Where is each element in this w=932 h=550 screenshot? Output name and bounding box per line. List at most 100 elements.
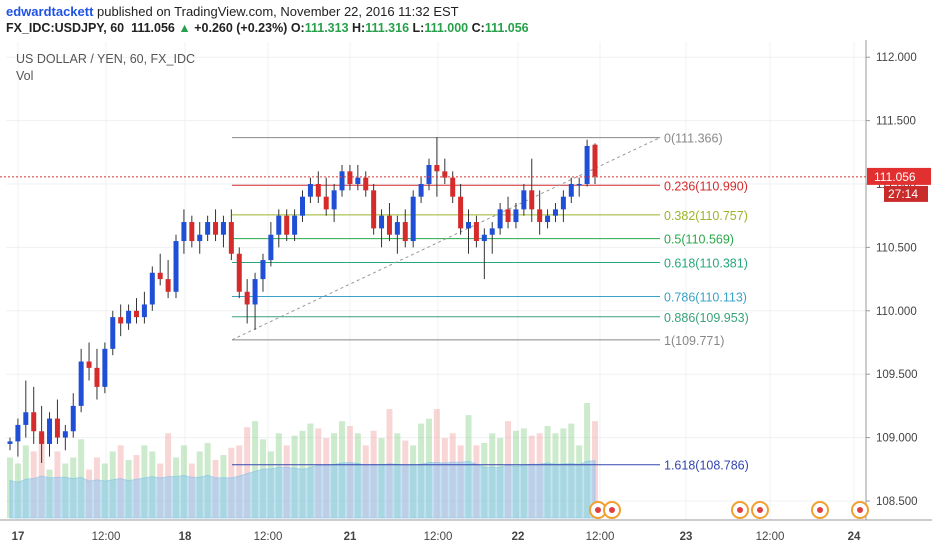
series-title: US DOLLAR / YEN, 60, FX_IDC bbox=[16, 52, 195, 66]
candle-down bbox=[133, 310, 139, 318]
candle-up bbox=[418, 184, 424, 197]
candle-down bbox=[450, 177, 456, 197]
candle-up bbox=[47, 418, 53, 444]
candle-up bbox=[560, 196, 566, 210]
candle-up bbox=[7, 441, 13, 444]
current-price-value: 111.056 bbox=[874, 170, 916, 184]
countdown-value: 27:14 bbox=[888, 187, 918, 201]
candle-down bbox=[244, 291, 250, 305]
candle-down bbox=[434, 164, 440, 172]
candle-up bbox=[102, 348, 108, 387]
candle-up bbox=[497, 209, 503, 229]
us-flag-icon-dot bbox=[595, 507, 601, 513]
candle-up bbox=[521, 190, 527, 210]
candle-up bbox=[276, 215, 282, 235]
x-tick-label: 12:00 bbox=[586, 531, 615, 543]
volume-label: Vol bbox=[16, 69, 34, 83]
candle-up bbox=[576, 184, 582, 186]
candle-up bbox=[410, 196, 416, 242]
open-value: 111.313 bbox=[304, 21, 349, 35]
us-flag-icon-dot bbox=[737, 507, 743, 513]
candle-up bbox=[141, 304, 147, 318]
x-tick-label: 21 bbox=[344, 531, 357, 543]
candle-down bbox=[537, 209, 543, 223]
candle-down bbox=[31, 412, 37, 432]
y-tick-label: 108.500 bbox=[876, 496, 918, 508]
candle-down bbox=[386, 215, 392, 235]
quote-line: FX_IDC:USDJPY, 60 111.056 ▲ +0.260 (+0.2… bbox=[6, 21, 529, 35]
fib-level-label: 0(111.366) bbox=[664, 132, 723, 146]
candle-down bbox=[592, 144, 598, 177]
x-tick-label: 22 bbox=[512, 531, 525, 543]
fib-level-label: 0.618(110.381) bbox=[664, 256, 748, 270]
fib-level-label: 1(109.771) bbox=[664, 334, 724, 348]
candle-down bbox=[315, 184, 321, 197]
candle-down bbox=[86, 361, 92, 368]
fib-level-label: 0.382(110.757) bbox=[664, 209, 748, 223]
candle-down bbox=[363, 177, 369, 191]
chart-header: edwardtackett published on TradingView.c… bbox=[0, 0, 932, 41]
current-price-tag bbox=[867, 167, 931, 185]
candle-up bbox=[568, 184, 574, 197]
x-tick-label: 23 bbox=[680, 531, 693, 543]
candle-down bbox=[165, 279, 171, 292]
author-link[interactable]: edwardtackett bbox=[6, 4, 94, 19]
candle-up bbox=[481, 234, 487, 242]
x-tick-label: 12:00 bbox=[756, 531, 785, 543]
change-value: +0.260 (+0.23%) bbox=[194, 21, 288, 35]
fib-level-label: 0.5(110.569) bbox=[664, 233, 734, 247]
candle-up bbox=[181, 222, 187, 242]
fib-trend-line bbox=[231, 137, 661, 341]
candle-up bbox=[552, 209, 558, 216]
volume-ma-area bbox=[9, 460, 596, 519]
candle-up bbox=[268, 234, 274, 261]
low-label: L: bbox=[412, 21, 425, 35]
y-tick-label: 110.000 bbox=[876, 306, 917, 318]
fib-level-label: 0.886(109.953) bbox=[664, 311, 749, 325]
candle-up bbox=[62, 431, 68, 438]
candle-up bbox=[23, 412, 29, 425]
close-value: 111.056 bbox=[484, 21, 529, 35]
candle-up bbox=[466, 222, 472, 229]
x-tick-label: 18 bbox=[179, 531, 192, 543]
change-arrow-icon: ▲ bbox=[178, 21, 191, 35]
candle-up bbox=[339, 171, 345, 191]
chart-legend: US DOLLAR / YEN, 60, FX_IDC Vol bbox=[16, 52, 195, 86]
symbol-label: FX_IDC:USDJPY, 60 bbox=[6, 21, 125, 35]
candle-up bbox=[307, 184, 313, 197]
candle-up bbox=[205, 222, 211, 235]
volume-bar bbox=[244, 427, 251, 518]
candle-down bbox=[94, 367, 100, 387]
y-tick-label: 109.500 bbox=[876, 369, 918, 381]
candle-up bbox=[513, 209, 519, 223]
y-tick-label: 111.500 bbox=[876, 116, 916, 128]
candle-up bbox=[252, 279, 258, 305]
candle-down bbox=[228, 222, 234, 254]
high-label: H: bbox=[352, 21, 366, 35]
high-value: 111.316 bbox=[365, 21, 410, 35]
candle-down bbox=[213, 222, 219, 235]
candle-up bbox=[394, 222, 400, 235]
volume-bar bbox=[252, 421, 259, 518]
calendar-event-icon-dot bbox=[857, 507, 863, 513]
fib-level-label: 0.236(110.990) bbox=[664, 179, 748, 193]
candle-up bbox=[126, 310, 132, 324]
candle-down bbox=[505, 209, 511, 223]
candle-up bbox=[379, 215, 385, 229]
candle-down bbox=[236, 253, 242, 292]
candle-up bbox=[260, 260, 266, 280]
candle-down bbox=[402, 222, 408, 242]
volume-bar bbox=[584, 403, 591, 518]
fib-level-label: 1.618(108.786) bbox=[664, 459, 749, 473]
x-tick-label: 12:00 bbox=[424, 531, 453, 543]
candle-up bbox=[78, 361, 84, 406]
close-label: C: bbox=[471, 21, 485, 35]
candle-up bbox=[426, 164, 432, 185]
candle-up bbox=[15, 424, 21, 442]
candle-down bbox=[54, 418, 60, 438]
x-tick-label: 12:00 bbox=[254, 531, 283, 543]
candle-down bbox=[371, 190, 377, 229]
publish-text: published on TradingView.com, November 2… bbox=[97, 4, 459, 19]
price-chart[interactable]: 112.000111.500111.000110.500110.000109.5… bbox=[0, 40, 932, 550]
candle-up bbox=[300, 196, 305, 216]
